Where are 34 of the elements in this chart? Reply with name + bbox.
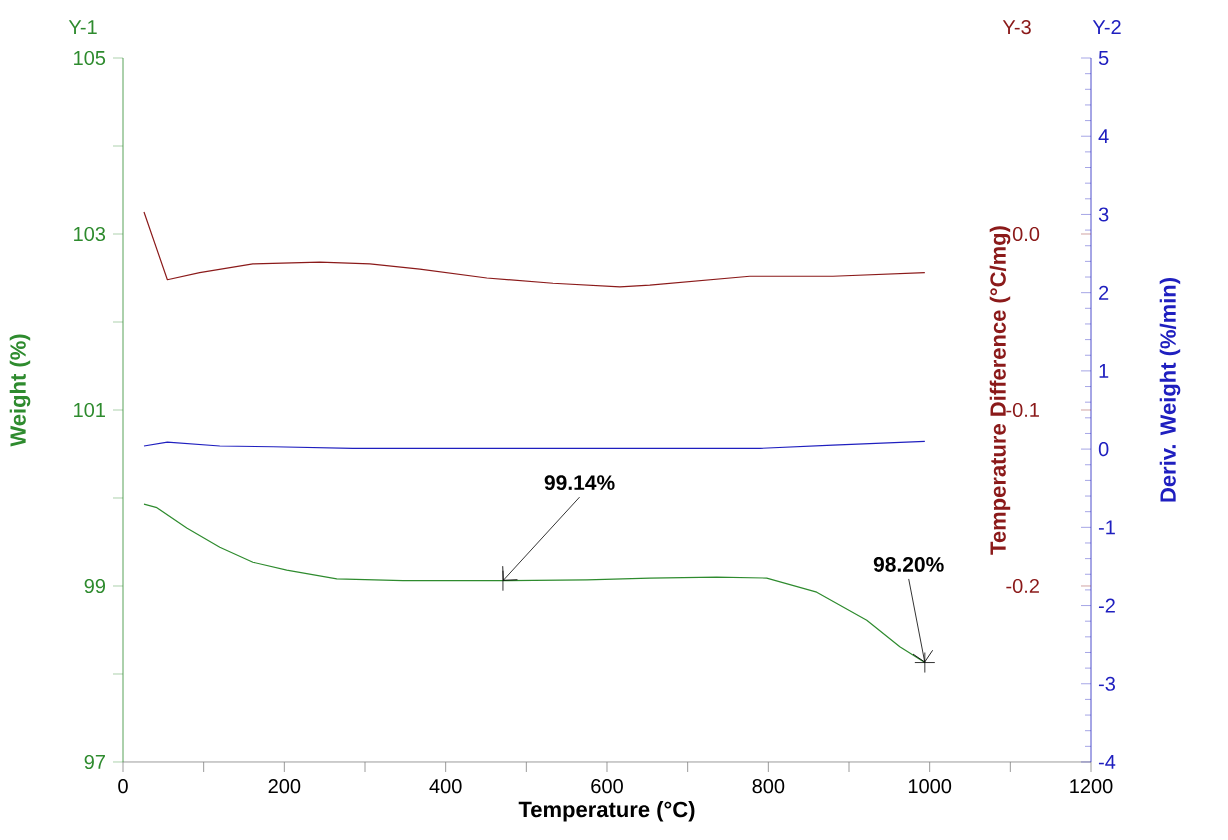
y2-tick-label: -2 — [1098, 598, 1115, 613]
y2-tick-label: -4 — [1098, 755, 1116, 769]
y-axis-title: Weight (%) — [9, 334, 31, 447]
text: Y-3 — [1002, 20, 1031, 35]
x-axis-title: Temperature (°C) — [518, 801, 695, 822]
annotation: 99.14% — [544, 475, 615, 491]
x-tick-label: 400 — [429, 779, 462, 794]
y2-tick-label: 0 — [1098, 442, 1109, 457]
y3-tick-label: -0.1 — [1006, 402, 1039, 418]
annotation: 98.20% — [873, 557, 944, 572]
x-tick-label: 0 — [118, 779, 128, 794]
y2-tick-label: 5 — [1098, 51, 1109, 65]
y3-tick-label: 0.0 — [1012, 226, 1040, 242]
y2-tick-label: -1 — [1098, 520, 1115, 535]
y-tick-label: 101 — [74, 402, 105, 418]
y3-tick-label: -0.2 — [1006, 578, 1039, 594]
line-series — [143, 211, 926, 288]
y2-tick-label: 3 — [1098, 207, 1109, 222]
x-tick-label: 800 — [752, 779, 785, 794]
x-tick-label: 200 — [268, 779, 301, 794]
y2-axis-title: Deriv. Weight (%/min) — [1159, 278, 1181, 502]
text: Y-2 — [1092, 20, 1121, 34]
y2-tick-label: -3 — [1098, 676, 1115, 691]
y2-tick-label: 1 — [1099, 364, 1109, 378]
y2-tick-label: 2 — [1099, 285, 1109, 300]
y-tick-label: 99 — [84, 578, 106, 594]
y-tick-label: 103 — [74, 226, 106, 242]
x-tick-label: 600 — [591, 779, 623, 794]
y2-tick-label: 4 — [1098, 129, 1109, 144]
x-tick-label: 1000 — [908, 779, 952, 794]
y-tick-label: 105 — [74, 50, 106, 66]
y-tick-label: 97 — [84, 754, 105, 770]
text: Y-1 — [68, 20, 97, 34]
x-tick-label: 1200 — [1070, 779, 1113, 794]
